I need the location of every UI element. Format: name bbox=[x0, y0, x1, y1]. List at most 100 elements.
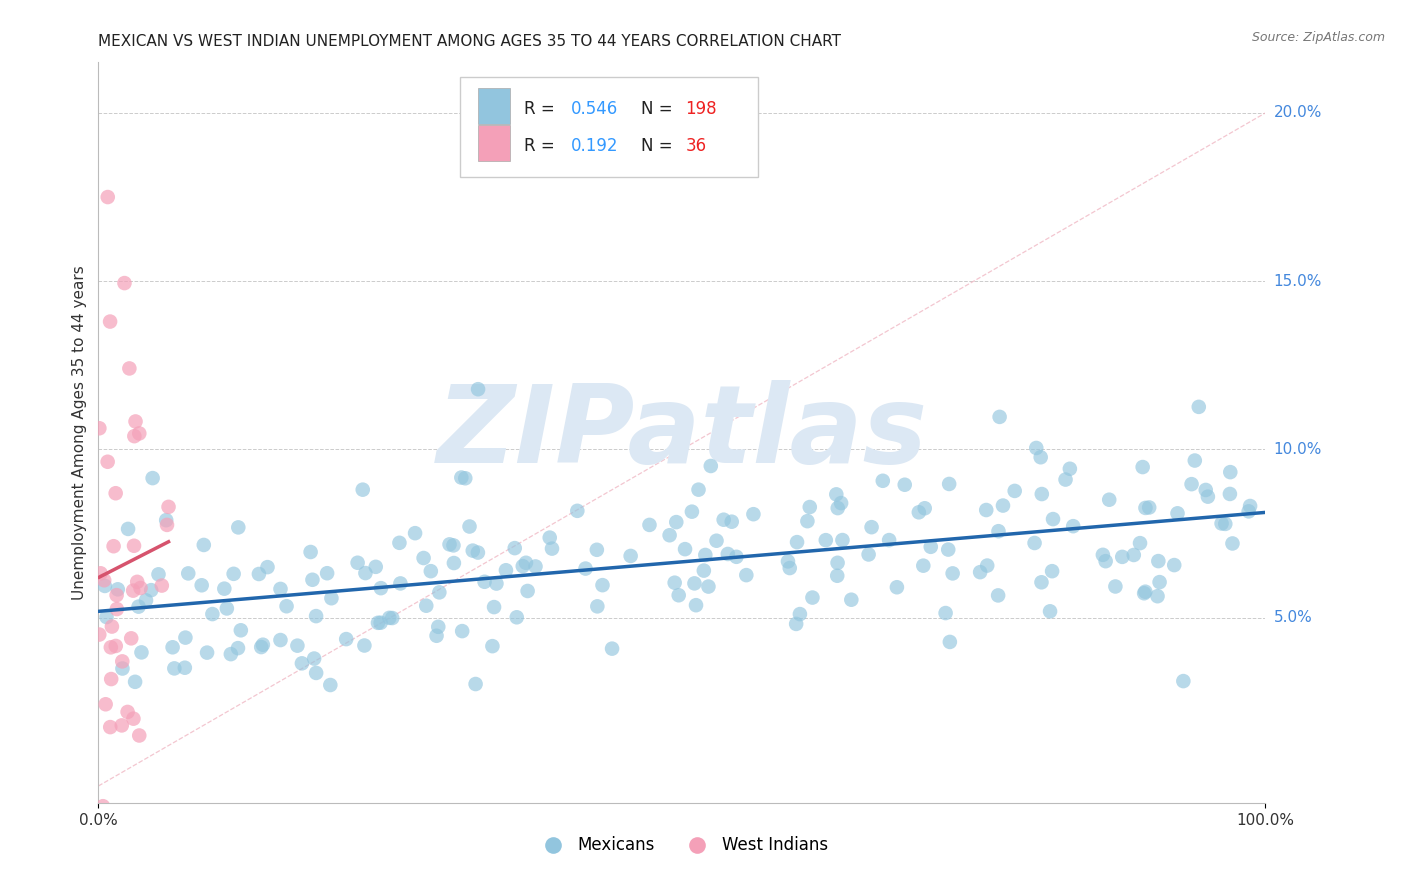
Point bbox=[174, 631, 197, 645]
Point bbox=[467, 382, 489, 396]
Point bbox=[128, 426, 150, 441]
Point bbox=[827, 501, 849, 516]
Point bbox=[301, 573, 323, 587]
Point bbox=[111, 654, 134, 668]
Point bbox=[141, 583, 163, 598]
Point bbox=[226, 520, 249, 534]
Point bbox=[148, 567, 170, 582]
Point bbox=[886, 580, 908, 594]
Point bbox=[1149, 575, 1171, 590]
Text: 0.546: 0.546 bbox=[571, 100, 619, 118]
Point bbox=[190, 578, 212, 592]
Point bbox=[482, 600, 505, 615]
Point bbox=[105, 588, 128, 602]
Point bbox=[128, 599, 150, 614]
Point bbox=[302, 651, 325, 665]
Point bbox=[250, 640, 273, 654]
Point bbox=[367, 615, 389, 630]
Point bbox=[219, 647, 242, 661]
Point bbox=[936, 542, 959, 557]
Point bbox=[658, 528, 681, 542]
Point bbox=[370, 615, 392, 630]
Point bbox=[118, 361, 141, 376]
Point bbox=[831, 533, 853, 547]
Point bbox=[1029, 450, 1052, 465]
Point bbox=[683, 576, 706, 591]
Point bbox=[94, 579, 117, 593]
Point bbox=[512, 559, 534, 574]
Point bbox=[776, 554, 799, 568]
Point bbox=[474, 574, 496, 589]
Point bbox=[352, 483, 374, 497]
Point bbox=[839, 592, 862, 607]
Point bbox=[94, 698, 117, 712]
Point bbox=[222, 566, 245, 581]
Point bbox=[412, 551, 434, 566]
Point bbox=[1024, 536, 1046, 550]
Point bbox=[574, 561, 596, 575]
Point bbox=[124, 674, 146, 689]
Point bbox=[872, 474, 894, 488]
Text: MEXICAN VS WEST INDIAN UNEMPLOYMENT AMONG AGES 35 TO 44 YEARS CORRELATION CHART: MEXICAN VS WEST INDIAN UNEMPLOYMENT AMON… bbox=[98, 34, 841, 49]
Point bbox=[858, 548, 880, 562]
Text: ZIPatlas: ZIPatlas bbox=[436, 380, 928, 485]
Point bbox=[415, 599, 437, 613]
Point bbox=[1042, 512, 1064, 526]
Point bbox=[1031, 575, 1053, 590]
Point bbox=[987, 524, 1010, 539]
Point bbox=[1040, 564, 1063, 578]
Point bbox=[713, 513, 735, 527]
Point bbox=[668, 588, 690, 602]
Point bbox=[877, 533, 900, 547]
Point bbox=[1197, 490, 1219, 504]
Point bbox=[439, 537, 461, 551]
Point bbox=[920, 540, 942, 554]
Point bbox=[664, 575, 686, 590]
Point bbox=[1222, 536, 1244, 550]
Point bbox=[389, 576, 412, 591]
Text: R =: R = bbox=[524, 100, 561, 118]
Point bbox=[1239, 499, 1261, 513]
Point bbox=[693, 564, 716, 578]
Point bbox=[305, 609, 328, 624]
Point bbox=[860, 520, 883, 534]
Point bbox=[464, 677, 486, 691]
Point bbox=[89, 421, 111, 435]
Point bbox=[157, 500, 180, 514]
Point bbox=[796, 514, 818, 528]
Point bbox=[335, 632, 357, 646]
Point bbox=[735, 568, 758, 582]
Point bbox=[458, 519, 481, 533]
Point bbox=[256, 560, 278, 574]
Point bbox=[938, 477, 960, 491]
Point bbox=[1031, 487, 1053, 501]
Point bbox=[1129, 536, 1152, 550]
Point bbox=[111, 661, 134, 675]
Point bbox=[1111, 549, 1133, 564]
Point bbox=[124, 414, 146, 428]
Point bbox=[381, 611, 404, 625]
Point bbox=[725, 549, 748, 564]
Text: N =: N = bbox=[641, 100, 678, 118]
Point bbox=[193, 538, 215, 552]
Point bbox=[103, 539, 125, 553]
Point bbox=[173, 661, 195, 675]
Point bbox=[454, 471, 477, 485]
Point bbox=[156, 517, 179, 532]
Point bbox=[353, 639, 375, 653]
Point bbox=[100, 640, 122, 655]
Point bbox=[96, 610, 118, 624]
Point bbox=[976, 558, 998, 573]
Point bbox=[1166, 506, 1188, 520]
Point bbox=[742, 507, 765, 521]
Point bbox=[162, 640, 184, 655]
Point bbox=[451, 624, 474, 639]
Point bbox=[586, 599, 609, 614]
Point bbox=[700, 458, 723, 473]
Point bbox=[427, 585, 450, 599]
Point bbox=[269, 582, 291, 596]
Point bbox=[461, 543, 484, 558]
Point bbox=[720, 515, 742, 529]
Point bbox=[269, 633, 291, 648]
Point bbox=[827, 556, 849, 570]
